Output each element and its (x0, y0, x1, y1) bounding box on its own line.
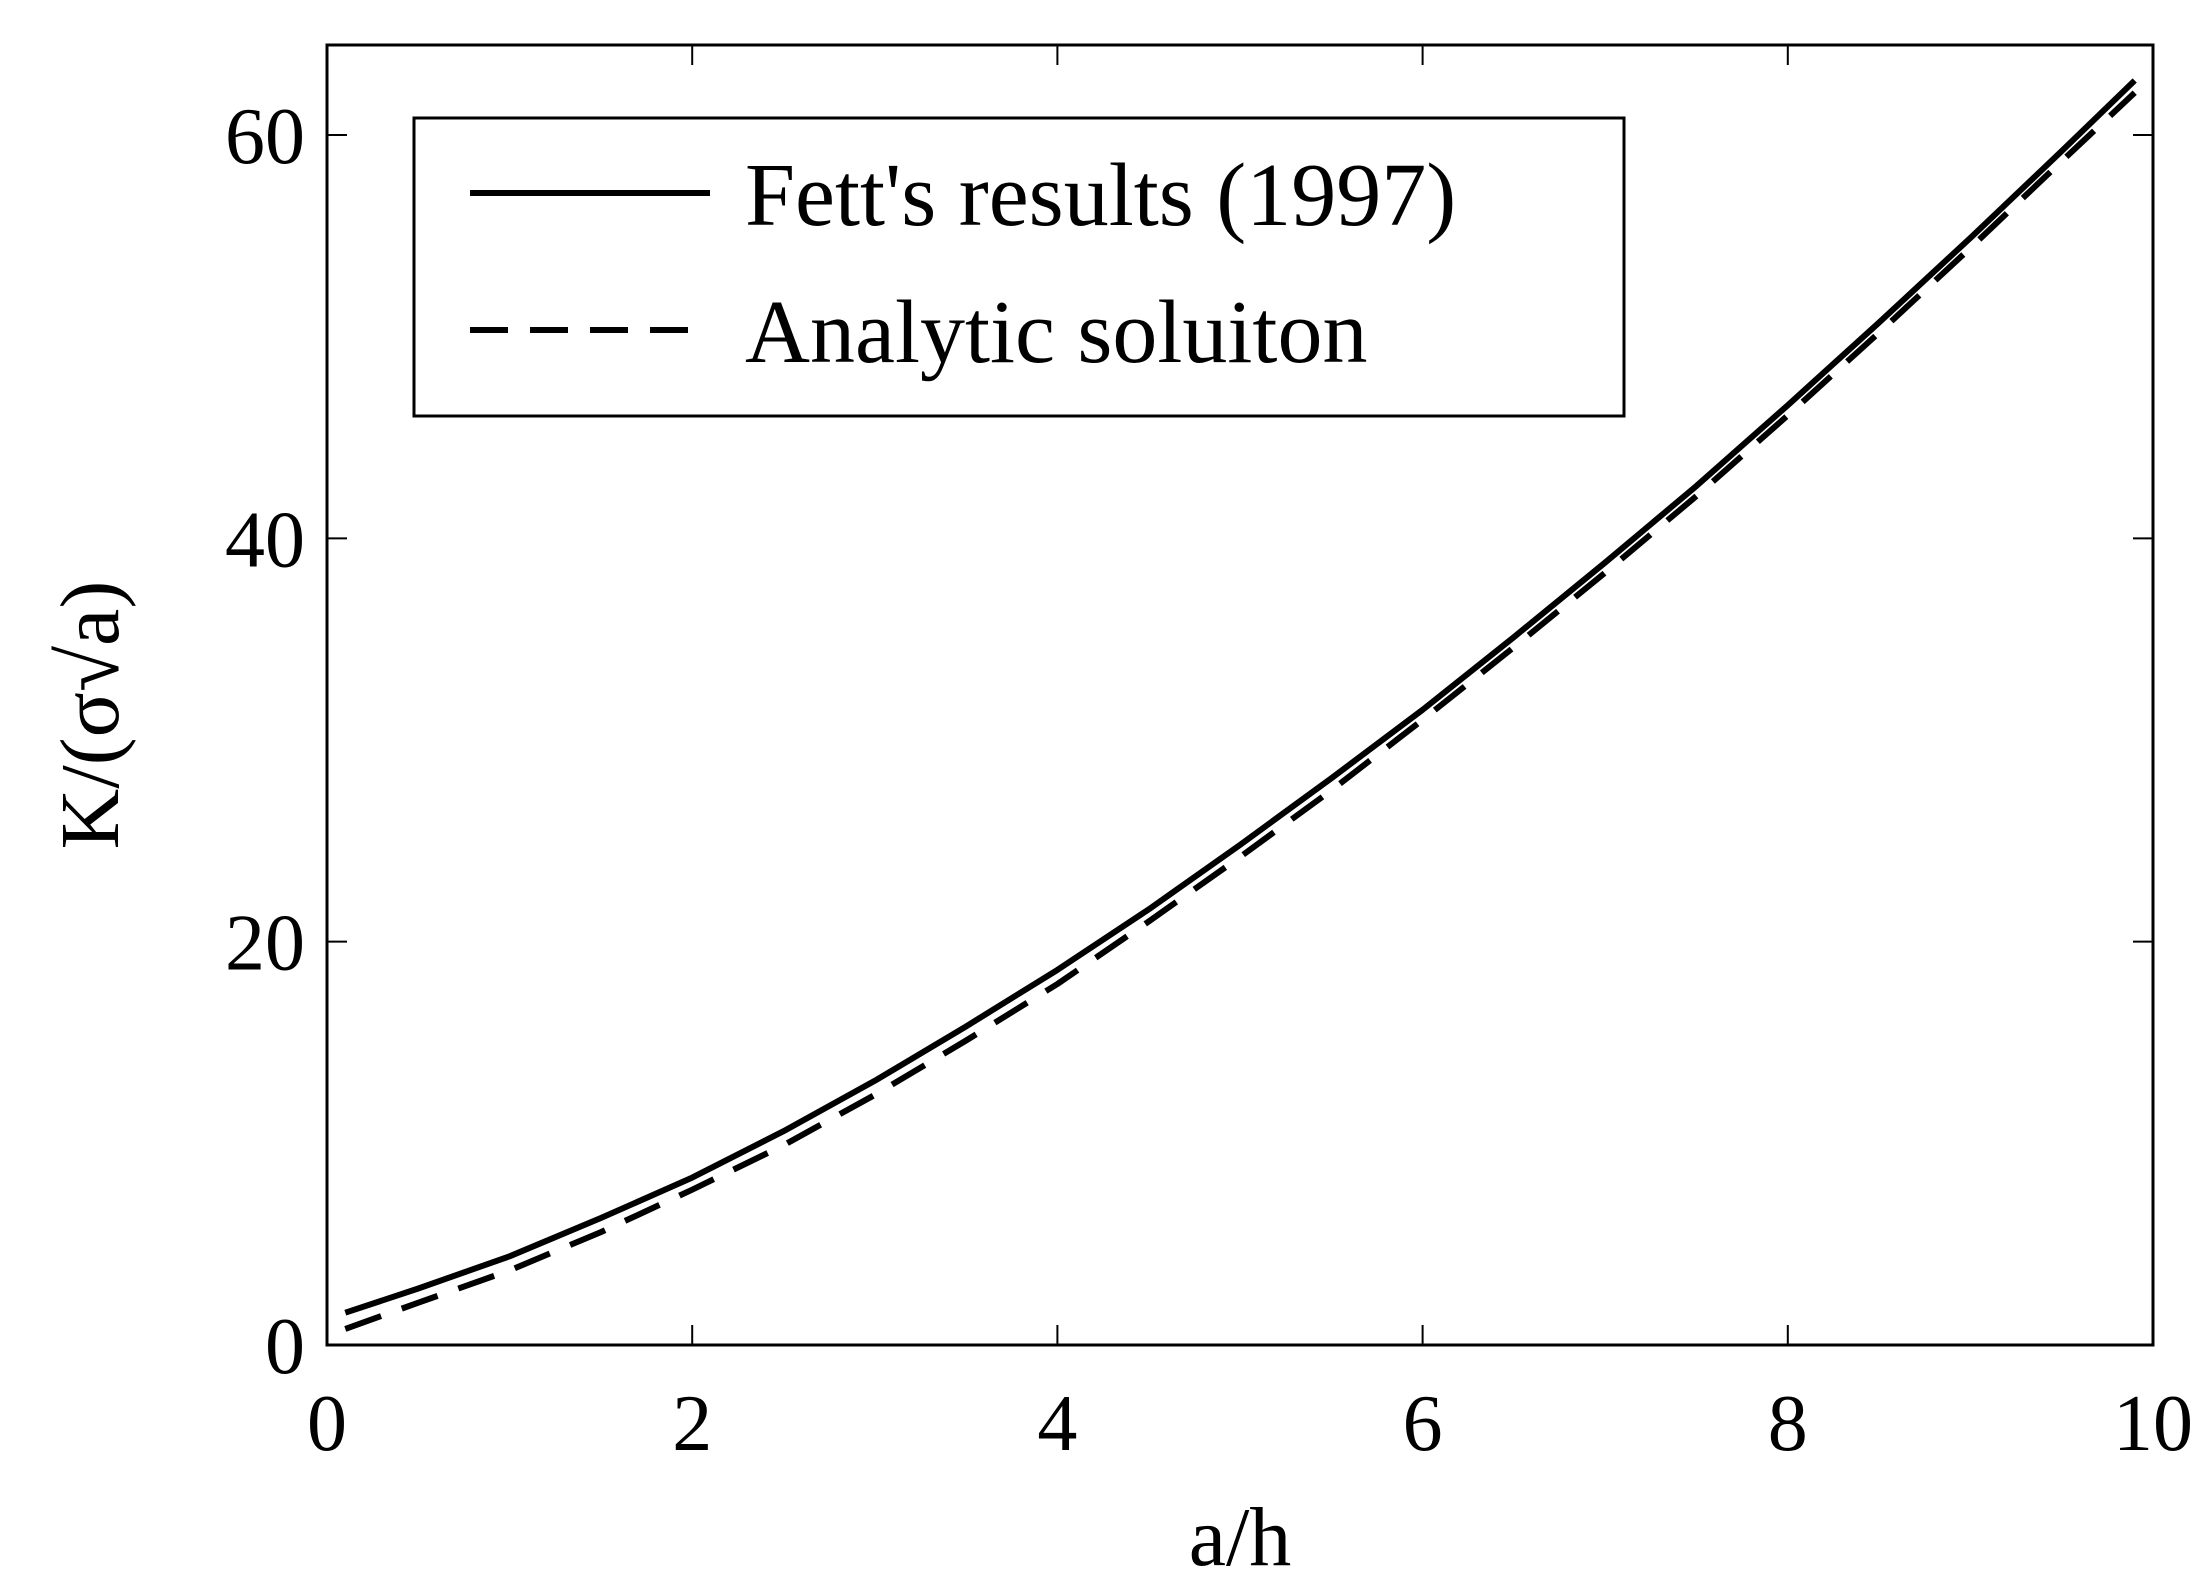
x-tick-label: 0 (307, 1380, 347, 1468)
x-tick-label: 10 (2113, 1380, 2193, 1468)
legend: Fett's results (1997) Analytic soluiton (412, 116, 1626, 418)
y-tick-label: 60 (225, 93, 305, 181)
x-axis-label: a/h (1189, 1491, 1292, 1584)
legend-box (412, 116, 1626, 418)
legend-label-analytic: Analytic soluiton (745, 283, 1367, 382)
y-axis-label: K/(σ√a) (44, 581, 137, 850)
y-tick-label: 0 (265, 1303, 305, 1391)
x-tick-label: 2 (672, 1380, 712, 1468)
plot-frame (325, 43, 2155, 1347)
x-tick-label: 4 (1037, 1380, 1077, 1468)
y-tick-label: 40 (225, 496, 305, 584)
y-tick-label: 20 (225, 900, 305, 988)
legend-label-fett: Fett's results (1997) (745, 146, 1456, 245)
x-tick-label: 6 (1403, 1380, 1443, 1468)
tick-labels: 0 2 4 6 8 10 0 20 40 60 (225, 93, 2193, 1468)
x-tick-label: 8 (1768, 1380, 1808, 1468)
series-line-fett (344, 78, 2137, 1316)
series-layer (344, 78, 2137, 1332)
series-line-analytic (344, 90, 2137, 1332)
